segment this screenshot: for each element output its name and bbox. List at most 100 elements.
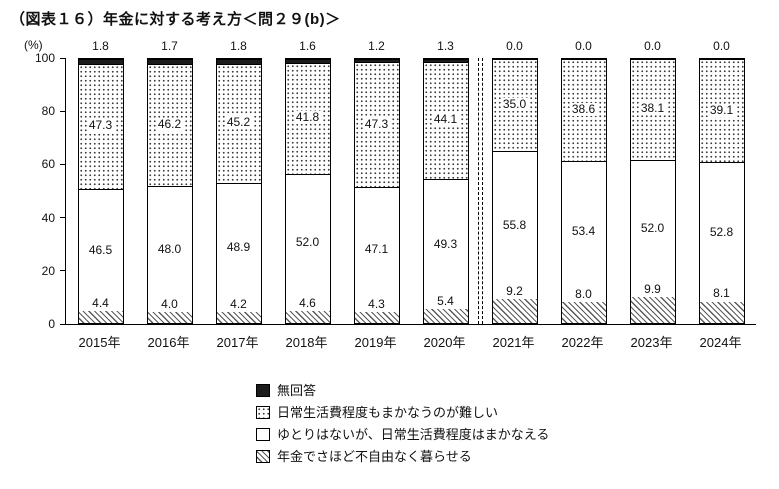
segment-solid (216, 59, 261, 64)
value-label-dots: 45.2 (224, 115, 253, 130)
legend-item: 年金でさほど不自由なく暮らせる (256, 449, 549, 464)
value-label-solid: 1.8 (92, 39, 109, 53)
segment-dots (78, 63, 123, 189)
value-label-white: 53.4 (571, 224, 596, 239)
value-label-solid: 0.0 (575, 39, 592, 53)
segment-white (78, 188, 123, 312)
value-label-dots: 38.1 (638, 101, 667, 116)
value-label-hatch: 4.2 (230, 296, 247, 311)
value-label-hatch: 8.1 (713, 286, 730, 301)
segment-hatch (492, 298, 537, 323)
segment-hatch (423, 308, 468, 323)
segment-white (699, 162, 744, 302)
value-label-white: 52.8 (709, 224, 734, 239)
segment-hatch (78, 311, 123, 323)
y-axis-tick (60, 110, 65, 112)
y-axis-tick (60, 163, 65, 165)
x-axis-label: 2022年 (561, 335, 604, 350)
value-label-white: 48.0 (157, 242, 182, 257)
plot-area: 4.4 46.5 47.3 1.8 4.0 48.0 46.2 1.7 4.2 48.9 45.2 1… (65, 40, 756, 325)
value-label-dots: 41.8 (293, 110, 322, 125)
value-label-hatch: 9.2 (506, 283, 523, 298)
y-axis-tick-label: 80 (41, 104, 55, 119)
legend-item-label: ゆとりはないが、日常生活費程度はまかなえる (277, 427, 550, 442)
bar-2020年 (422, 58, 469, 324)
solid-swatch (256, 384, 270, 397)
bar-2024年 (698, 58, 745, 324)
legend-item: ゆとりはないが、日常生活費程度はまかなえる (256, 427, 549, 442)
y-axis-tick-label: 40 (41, 210, 55, 225)
value-label-hatch: 5.4 (437, 293, 454, 308)
value-label-solid: 1.8 (230, 39, 247, 53)
segment-hatch (699, 301, 744, 323)
value-label-dots: 47.3 (86, 118, 115, 133)
segment-dots (630, 59, 675, 160)
value-label-white: 52.0 (295, 235, 320, 250)
y-axis-tick (60, 270, 65, 272)
value-label-white: 52.0 (640, 221, 665, 236)
bar-2017年 (215, 58, 262, 324)
segment-white (147, 185, 192, 313)
value-label-white: 47.1 (364, 242, 389, 257)
value-label-solid: 0.0 (506, 39, 523, 53)
value-label-dots: 39.1 (707, 102, 736, 117)
segment-white (216, 182, 261, 312)
bar-2022年 (560, 58, 607, 324)
dots-swatch (256, 406, 270, 419)
value-label-hatch: 4.4 (92, 296, 109, 311)
x-axis-label: 2023年 (630, 335, 673, 350)
segment-hatch (147, 312, 192, 323)
value-label-white: 55.8 (502, 217, 527, 232)
hatch-swatch (256, 450, 270, 463)
value-label-white: 48.9 (226, 240, 251, 255)
segment-white (354, 187, 399, 312)
segment-white (630, 159, 675, 297)
legend-item: 日常生活費程度もまかなうのが難しい (256, 405, 549, 420)
value-label-hatch: 9.9 (644, 281, 661, 296)
value-label-dots: 46.2 (155, 116, 184, 131)
segment-hatch (285, 310, 330, 323)
segment-hatch (216, 311, 261, 323)
value-label-hatch: 4.3 (368, 296, 385, 311)
segment-solid (354, 59, 399, 63)
x-axis-label: 2019年 (354, 335, 397, 350)
value-label-solid: 1.3 (437, 39, 454, 53)
value-label-white: 46.5 (88, 242, 113, 257)
legend-item-label: 無回答 (277, 383, 317, 398)
white-swatch (256, 428, 270, 441)
y-axis-tick-label: 0 (48, 317, 55, 331)
y-axis-tick (60, 57, 65, 59)
segment-white (561, 160, 606, 302)
y-axis-tick-label: 100 (34, 51, 55, 65)
value-label-solid: 0.0 (644, 39, 661, 53)
x-axis-label: 2024年 (699, 335, 742, 350)
x-axis-label: 2016年 (147, 335, 190, 350)
value-label-solid: 1.6 (299, 39, 316, 53)
bar-2018年 (284, 58, 331, 324)
value-label-dots: 47.3 (362, 116, 391, 131)
legend: 無回答日常生活費程度もまかなうのが難しいゆとりはないが、日常生活費程度はまかなえ… (256, 383, 549, 471)
segment-hatch (561, 301, 606, 323)
y-axis-tick-label: 60 (41, 157, 55, 172)
bar-2019年 (353, 58, 400, 324)
series-break-line (478, 58, 483, 324)
segment-solid (78, 59, 123, 64)
figure-title: （図表１６）年金に対する考え方＜問２９(b)＞ (10, 11, 341, 28)
y-axis-tick (60, 323, 65, 325)
bar-2016年 (146, 58, 193, 324)
bar-2015年 (77, 58, 124, 324)
segment-solid (285, 59, 330, 64)
x-axis-label: 2021年 (492, 335, 535, 350)
segment-hatch (630, 296, 675, 323)
value-label-white: 49.3 (433, 236, 458, 251)
segment-white (423, 178, 468, 309)
value-label-hatch: 8.0 (575, 286, 592, 301)
segment-white (492, 151, 537, 299)
segment-white (285, 173, 330, 311)
value-label-solid: 1.7 (161, 39, 178, 53)
bar-2023年 (629, 58, 676, 324)
value-label-solid: 1.2 (368, 39, 385, 53)
legend-item-label: 日常生活費程度もまかなうのが難しい (277, 405, 499, 420)
legend-item: 無回答 (256, 383, 549, 398)
